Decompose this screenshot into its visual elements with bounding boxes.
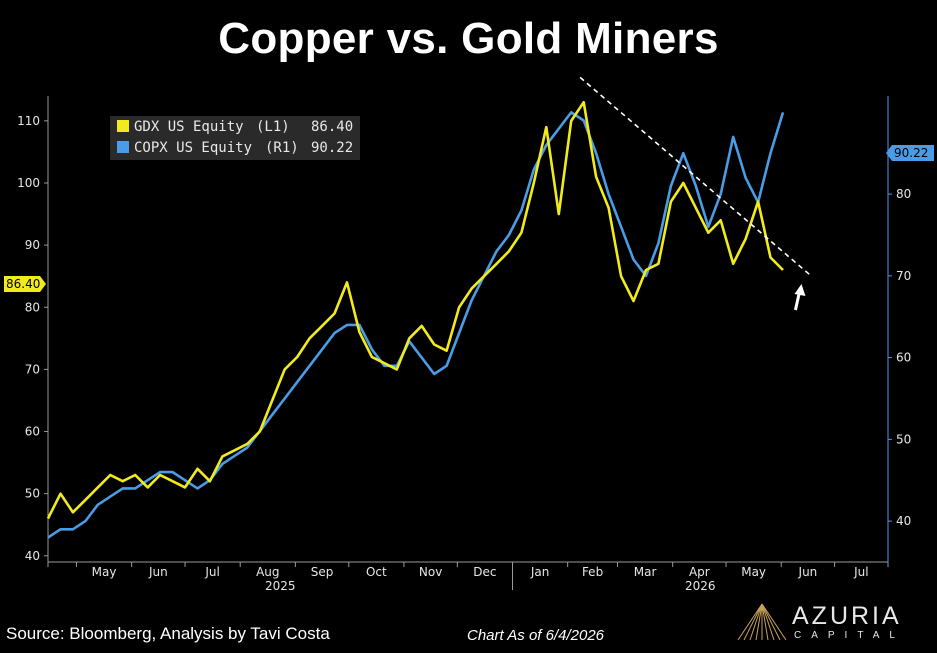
left-tick-label: 90 (25, 238, 40, 252)
legend: GDX US Equity (L1) 86.40 COPX US Equity … (110, 116, 360, 160)
legend-axis-copx: (R1) (265, 140, 299, 156)
legend-axis-gdx: (L1) (256, 119, 290, 135)
legend-swatch-gdx (117, 120, 129, 132)
x-tick-label: Sep (311, 565, 334, 579)
left-tick-label: 100 (17, 176, 40, 190)
downtrend-line (579, 76, 812, 277)
x-tick-label: Jun (798, 565, 818, 579)
series-line-gdx (46, 100, 784, 520)
last-value-tag-left-bg (4, 276, 46, 292)
x-tick-label: Jun (148, 565, 168, 579)
last-value-tag-right-bg (886, 145, 934, 161)
azuria-logo: AZURIA CAPITAL (730, 598, 930, 648)
last-value-tag-right: 90.22 (886, 145, 934, 161)
right-tick-label: 40 (896, 514, 911, 528)
right-tick-label: 70 (896, 269, 911, 283)
last-value-tag-left: 86.40 (4, 276, 46, 292)
left-tick-label: 70 (25, 362, 40, 376)
as-of-note: Chart As of 6/4/2026 (467, 627, 605, 644)
right-tick-label: 50 (896, 432, 911, 446)
right-tick-label: 60 (896, 351, 911, 365)
logo-mark (737, 603, 787, 641)
x-tick-label: Jul (204, 565, 219, 579)
x-axis: May Jun Jul Aug Sep Oct Nov Dec Jan Feb Mar Apr May J… (47, 562, 889, 593)
up-arrow-shaft (793, 291, 801, 311)
legend-label-gdx: GDX US Equity (134, 119, 244, 135)
x-tick-label: May (741, 565, 766, 579)
x-tick-label: Jul (853, 565, 868, 579)
x-tick-label: Jan (530, 565, 550, 579)
plot-frame (47, 96, 889, 563)
left-tick-label: 40 (25, 549, 40, 563)
annotation-layer (579, 76, 812, 311)
x-tick-label: Apr (689, 565, 710, 579)
series-layer (46, 100, 785, 539)
x-year-label: 2025 (265, 579, 296, 593)
x-tick-label: Aug (256, 565, 279, 579)
x-tick-label: Feb (582, 565, 603, 579)
legend-value-gdx: 86.40 (311, 119, 353, 135)
page-title: Copper vs. Gold Miners (218, 14, 719, 63)
left-tick-label: 50 (25, 487, 40, 501)
right-tick-label: 80 (896, 187, 911, 201)
logo-name: AZURIA (792, 602, 902, 630)
x-tick-label: Nov (419, 565, 442, 579)
left-axis: 40 50 60 70 80 90 100 110 (17, 114, 48, 563)
series-line-copx (47, 111, 785, 539)
x-tick-label: Dec (473, 565, 496, 579)
up-arrow-head (794, 284, 806, 296)
left-tick-label: 60 (25, 425, 40, 439)
logo-subtitle: CAPITAL (794, 630, 905, 641)
legend-value-copx: 90.22 (311, 140, 353, 156)
x-tick-label: May (92, 565, 117, 579)
right-axis: 40 50 60 70 80 (888, 187, 911, 528)
left-tick-label: 80 (25, 300, 40, 314)
left-tick-label: 110 (17, 114, 40, 128)
source-note: Source: Bloomberg, Analysis by Tavi Cost… (6, 624, 330, 643)
x-tick-label: Mar (634, 565, 657, 579)
legend-background (110, 116, 360, 160)
legend-label-copx: COPX US Equity (134, 140, 252, 156)
last-value-tag-right-text: 90.22 (894, 146, 928, 160)
x-year-label: 2026 (685, 579, 716, 593)
last-value-tag-left-text: 86.40 (6, 277, 40, 291)
x-tick-label: Oct (366, 565, 387, 579)
legend-swatch-copx (117, 141, 129, 153)
